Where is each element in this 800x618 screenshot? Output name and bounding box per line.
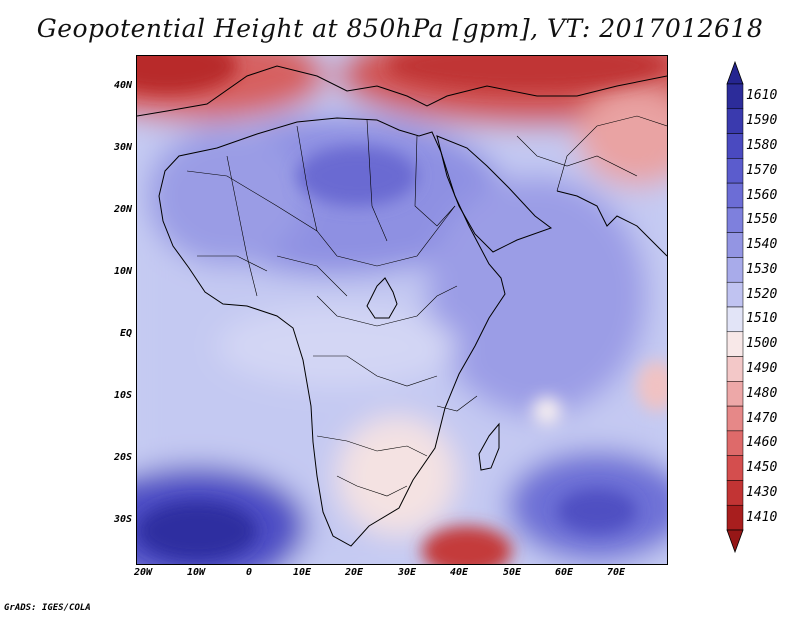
- chart-title: Geopotential Height at 850hPa [gpm], VT:…: [36, 14, 764, 43]
- grads-credit: GrADS: IGES/COLA: [4, 603, 91, 613]
- x-tick-label: 50E: [502, 567, 522, 578]
- colorbar-label: 1560: [746, 187, 778, 203]
- colorbar-swatch: [726, 108, 744, 134]
- colorbar-swatch: [726, 207, 744, 233]
- colorbar-label: 1540: [746, 237, 778, 253]
- x-tick-label: 10W: [186, 567, 206, 578]
- colorbar-swatch: [726, 331, 744, 357]
- x-tick-label: 20W: [133, 567, 153, 578]
- colorbar-swatch: [726, 306, 744, 333]
- colorbar-swatch: [726, 381, 744, 407]
- colorbar-label: 1580: [746, 137, 778, 153]
- colorbar-swatch: [726, 430, 744, 456]
- colorbar-label: 1520: [746, 286, 778, 302]
- y-tick-label: 40N: [113, 80, 132, 91]
- colorbar-swatch: [726, 356, 744, 382]
- colorbar-swatch: [726, 133, 744, 159]
- x-tick-label: 70E: [606, 567, 626, 578]
- colorbar-swatch: [726, 504, 744, 531]
- colorbar-label: 1500: [746, 336, 778, 352]
- colorbar-label: 1430: [746, 484, 778, 500]
- y-tick-label: 10N: [113, 266, 132, 277]
- y-tick-label: 20S: [113, 452, 132, 463]
- height-field-cores: [137, 56, 667, 564]
- country-borders: [186, 115, 667, 497]
- colorbar-label: 1530: [746, 261, 778, 277]
- colorbar-label: 1590: [746, 113, 778, 129]
- x-tick-label: 0: [245, 567, 253, 578]
- colorbar-label: 1550: [746, 212, 778, 228]
- height-field: [137, 56, 667, 564]
- x-tick-label: 10E: [292, 567, 312, 578]
- colorbar-label: 1510: [746, 311, 778, 327]
- colorbar-swatch: [726, 182, 744, 209]
- colorbar-swatch: [726, 405, 744, 432]
- colorbar-swatch: [726, 257, 744, 283]
- colorbar-label: 1490: [746, 360, 778, 376]
- coastlines: [137, 65, 667, 547]
- colorbar-top-arrow: [726, 60, 744, 85]
- colorbar-bottom-arrow: [726, 529, 744, 554]
- y-tick-label: EQ: [119, 328, 132, 339]
- x-tick-label: 40E: [449, 567, 469, 578]
- colorbar-swatch: [726, 455, 744, 481]
- y-tick-label: 30S: [113, 514, 132, 525]
- colorbar-label: 1610: [746, 88, 778, 104]
- x-tick-label: 30E: [397, 567, 417, 578]
- colorbar-swatch: [726, 83, 744, 110]
- colorbar-swatch: [726, 158, 744, 184]
- colorbar-label: 1410: [746, 509, 778, 525]
- map-plot-area: [136, 55, 668, 565]
- colorbar: [726, 60, 744, 554]
- y-tick-label: 20N: [113, 204, 132, 215]
- x-tick-label: 20E: [344, 567, 364, 578]
- colorbar-swatch: [726, 480, 744, 506]
- colorbar-label: 1470: [746, 410, 778, 426]
- colorbar-label: 1570: [746, 162, 778, 178]
- colorbar-swatch: [726, 281, 744, 308]
- colorbar-label: 1450: [746, 460, 778, 476]
- colorbar-label: 1480: [746, 385, 778, 401]
- y-tick-label: 30N: [113, 142, 132, 153]
- y-tick-label: 10S: [113, 390, 132, 401]
- colorbar-label: 1460: [746, 435, 778, 451]
- x-tick-label: 60E: [554, 567, 574, 578]
- colorbar-swatch: [726, 232, 744, 258]
